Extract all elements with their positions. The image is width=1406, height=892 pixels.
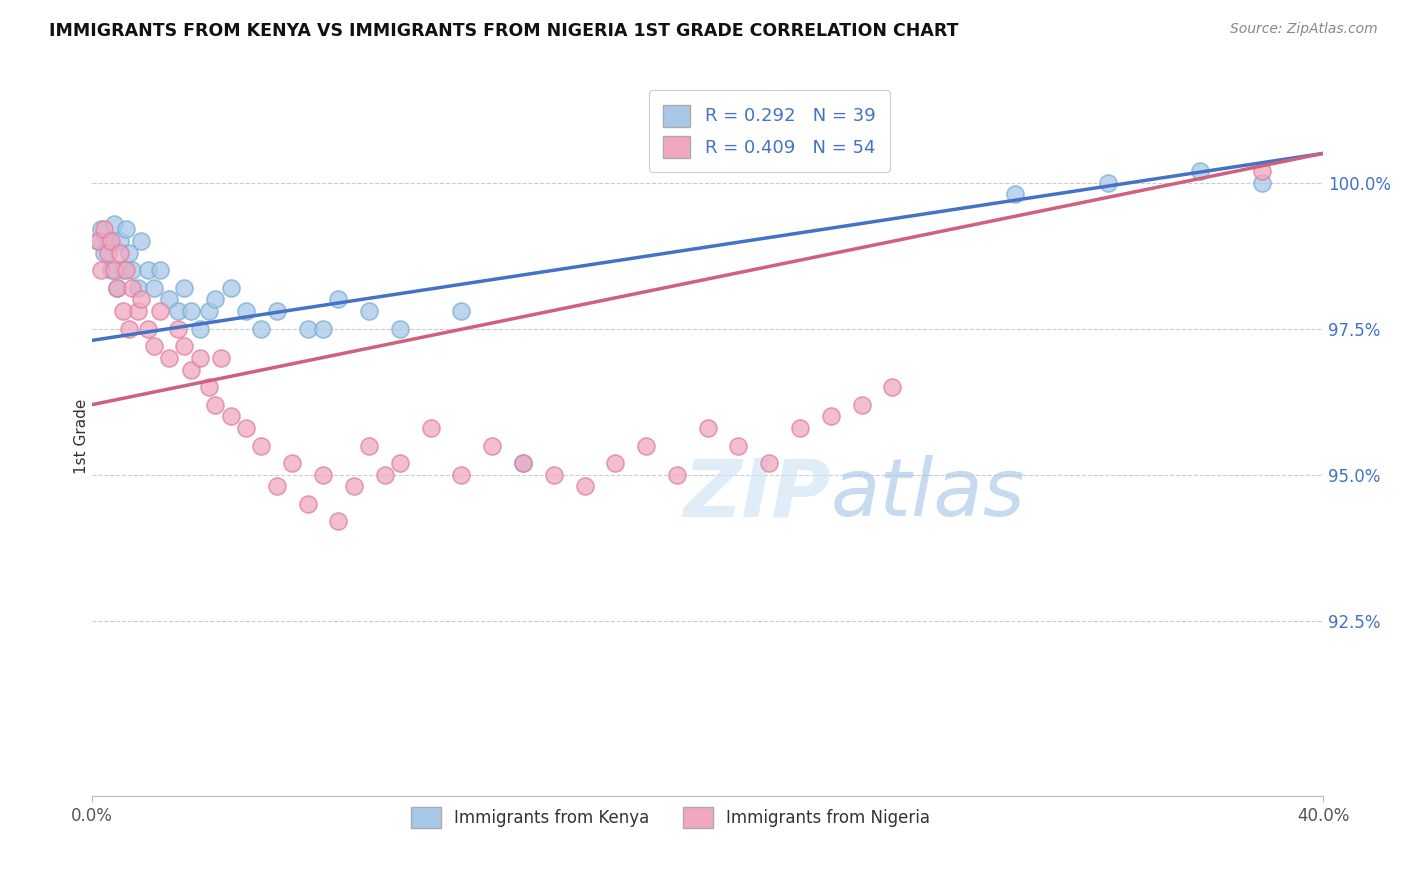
Legend: Immigrants from Kenya, Immigrants from Nigeria: Immigrants from Kenya, Immigrants from N… bbox=[405, 801, 936, 835]
Point bbox=[235, 421, 257, 435]
Point bbox=[250, 438, 273, 452]
Point bbox=[108, 234, 131, 248]
Point bbox=[103, 263, 125, 277]
Point bbox=[157, 293, 180, 307]
Point bbox=[481, 438, 503, 452]
Point bbox=[131, 293, 153, 307]
Point bbox=[180, 304, 202, 318]
Point bbox=[198, 304, 221, 318]
Point bbox=[343, 479, 366, 493]
Point bbox=[118, 321, 141, 335]
Point bbox=[1250, 164, 1272, 178]
Text: atlas: atlas bbox=[831, 455, 1025, 533]
Point bbox=[93, 245, 115, 260]
Point bbox=[235, 304, 257, 318]
Point bbox=[359, 438, 381, 452]
Point bbox=[373, 467, 395, 482]
Point bbox=[87, 234, 110, 248]
Point bbox=[359, 304, 381, 318]
Point bbox=[297, 497, 319, 511]
Point bbox=[450, 304, 472, 318]
Point bbox=[121, 263, 143, 277]
Point bbox=[882, 380, 904, 394]
Point bbox=[328, 293, 350, 307]
Point bbox=[204, 293, 226, 307]
Point bbox=[121, 281, 143, 295]
Point bbox=[111, 263, 134, 277]
Point bbox=[266, 304, 288, 318]
Point bbox=[136, 263, 159, 277]
Point bbox=[180, 362, 202, 376]
Point bbox=[450, 467, 472, 482]
Point bbox=[111, 304, 134, 318]
Point bbox=[388, 321, 411, 335]
Point bbox=[758, 456, 780, 470]
Point bbox=[97, 245, 120, 260]
Point bbox=[851, 398, 873, 412]
Point bbox=[115, 263, 138, 277]
Point bbox=[90, 222, 112, 236]
Point bbox=[1097, 176, 1119, 190]
Point bbox=[103, 217, 125, 231]
Point bbox=[219, 281, 242, 295]
Point bbox=[93, 222, 115, 236]
Point bbox=[157, 351, 180, 365]
Point bbox=[188, 321, 211, 335]
Point bbox=[100, 234, 122, 248]
Text: IMMIGRANTS FROM KENYA VS IMMIGRANTS FROM NIGERIA 1ST GRADE CORRELATION CHART: IMMIGRANTS FROM KENYA VS IMMIGRANTS FROM… bbox=[49, 22, 959, 40]
Point bbox=[87, 234, 110, 248]
Text: ZIP: ZIP bbox=[683, 455, 831, 533]
Point bbox=[512, 456, 534, 470]
Point bbox=[118, 245, 141, 260]
Point bbox=[605, 456, 627, 470]
Point bbox=[1004, 187, 1026, 202]
Point bbox=[388, 456, 411, 470]
Point bbox=[696, 421, 718, 435]
Point bbox=[250, 321, 273, 335]
Point bbox=[204, 398, 226, 412]
Point bbox=[419, 421, 441, 435]
Point bbox=[543, 467, 565, 482]
Point bbox=[219, 409, 242, 424]
Point bbox=[149, 263, 172, 277]
Point bbox=[136, 321, 159, 335]
Y-axis label: 1st Grade: 1st Grade bbox=[73, 399, 89, 475]
Point bbox=[636, 438, 658, 452]
Point bbox=[665, 467, 688, 482]
Point bbox=[90, 263, 112, 277]
Point bbox=[328, 515, 350, 529]
Point bbox=[127, 304, 149, 318]
Point bbox=[312, 321, 335, 335]
Point bbox=[127, 281, 149, 295]
Point bbox=[105, 281, 128, 295]
Point bbox=[512, 456, 534, 470]
Point bbox=[131, 234, 153, 248]
Point bbox=[266, 479, 288, 493]
Point bbox=[1250, 176, 1272, 190]
Point bbox=[820, 409, 842, 424]
Point bbox=[97, 234, 120, 248]
Point bbox=[167, 321, 190, 335]
Point bbox=[173, 339, 195, 353]
Point bbox=[312, 467, 335, 482]
Point bbox=[727, 438, 749, 452]
Point bbox=[789, 421, 811, 435]
Point bbox=[198, 380, 221, 394]
Point bbox=[105, 281, 128, 295]
Point bbox=[297, 321, 319, 335]
Point bbox=[142, 339, 165, 353]
Point bbox=[108, 245, 131, 260]
Point bbox=[209, 351, 232, 365]
Point bbox=[173, 281, 195, 295]
Point bbox=[115, 222, 138, 236]
Point bbox=[142, 281, 165, 295]
Text: Source: ZipAtlas.com: Source: ZipAtlas.com bbox=[1230, 22, 1378, 37]
Point bbox=[100, 263, 122, 277]
Point bbox=[1189, 164, 1212, 178]
Point bbox=[188, 351, 211, 365]
Point bbox=[167, 304, 190, 318]
Point bbox=[574, 479, 596, 493]
Point bbox=[281, 456, 304, 470]
Point bbox=[149, 304, 172, 318]
